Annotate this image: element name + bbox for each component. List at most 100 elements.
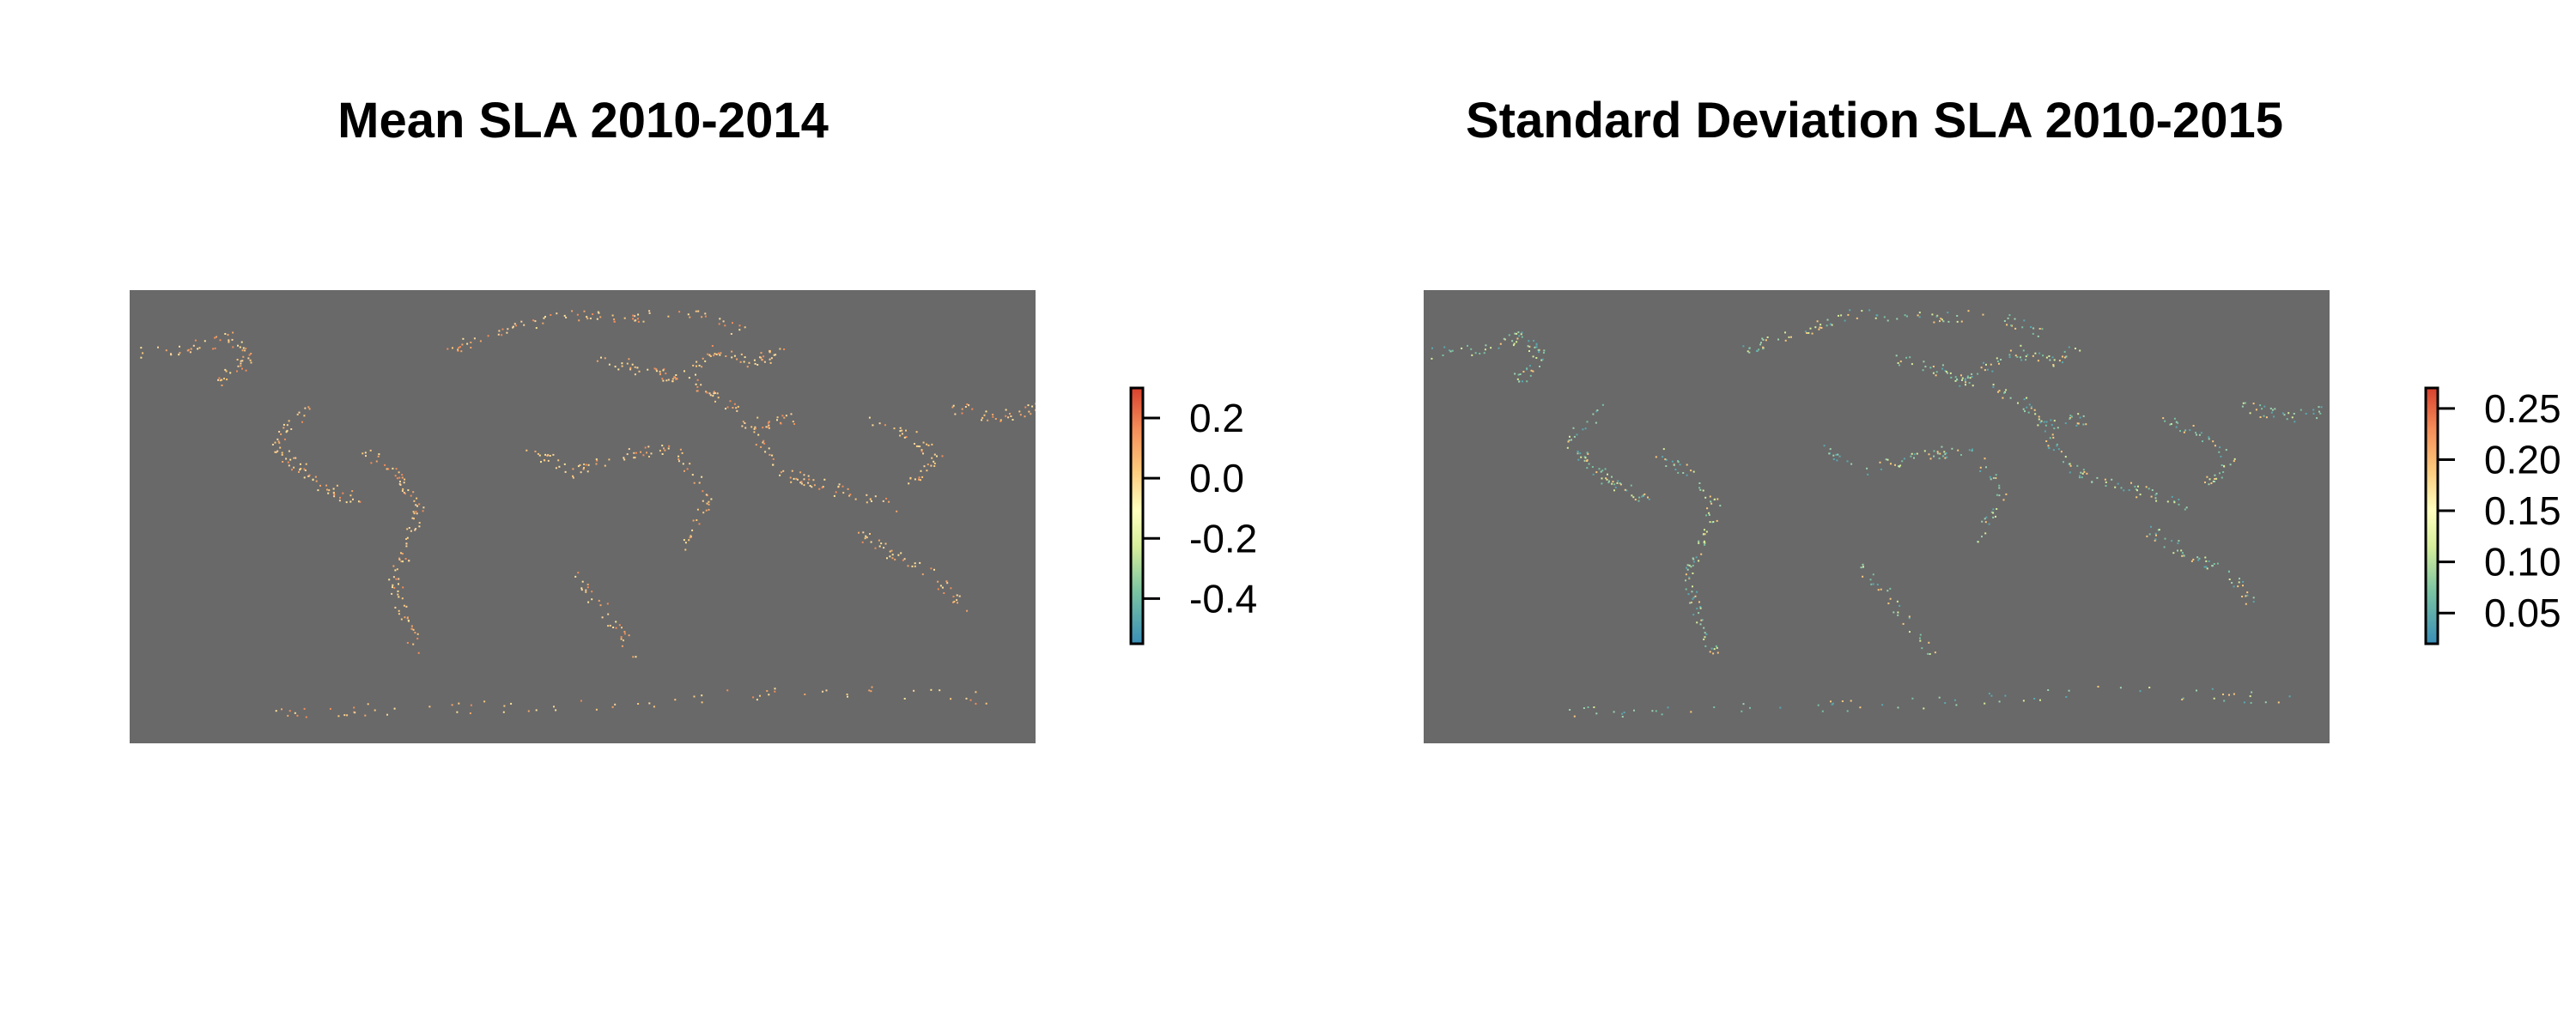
coast-pixel (1932, 372, 1935, 374)
coast-pixel (240, 362, 242, 365)
coast-pixel (870, 541, 872, 543)
coast-pixel (2020, 359, 2023, 361)
coast-pixel (237, 365, 240, 367)
coast-pixel (870, 690, 872, 693)
coast-pixel (1921, 647, 1923, 650)
coast-pixel (404, 493, 406, 495)
coast-pixel (2214, 474, 2216, 476)
coast-pixel (1748, 351, 1751, 354)
coast-pixel (1964, 378, 1966, 380)
coast-pixel (538, 454, 541, 457)
coast-pixel (1667, 706, 1669, 709)
coast-pixel (535, 709, 538, 712)
coast-pixel (1699, 606, 1702, 608)
coast-pixel (2163, 546, 2166, 548)
coast-pixel (242, 347, 245, 349)
coast-pixel (765, 426, 768, 428)
coast-pixel (730, 333, 732, 335)
coast-pixel (1899, 464, 1902, 467)
coast-pixel (736, 358, 738, 360)
coast-pixel (2069, 415, 2072, 417)
coast-pixel (918, 478, 920, 481)
coast-pixel (763, 360, 766, 363)
coast-pixel (1701, 619, 1704, 621)
coast-pixel (614, 703, 617, 706)
coast-pixel (1535, 342, 1538, 345)
coast-pixel (964, 406, 967, 408)
coast-pixel (299, 469, 301, 471)
coast-pixel (2211, 688, 2214, 690)
coast-pixel (580, 471, 582, 474)
coast-pixel (756, 699, 758, 701)
coast-pixel (2003, 320, 2006, 322)
coast-pixel (905, 429, 907, 432)
coast-pixel (653, 706, 655, 708)
coast-pixel (659, 370, 661, 373)
coast-pixel (696, 379, 699, 381)
coast-pixel (648, 456, 650, 457)
coast-pixel (781, 415, 784, 417)
coast-pixel (704, 312, 707, 315)
coast-pixel (2213, 563, 2215, 565)
coast-pixel (2139, 690, 2142, 693)
coast-pixel (2214, 481, 2215, 482)
coast-pixel (242, 355, 245, 358)
map-mean-sla (130, 290, 1036, 743)
coast-pixel (1540, 359, 1543, 361)
coast-pixel (2076, 464, 2079, 467)
coast-pixel (404, 558, 407, 560)
coast-pixel (1532, 370, 1534, 373)
coast-pixel (289, 710, 291, 712)
coast-pixel (2245, 595, 2247, 597)
coast-pixel (1919, 639, 1922, 642)
coast-pixel (327, 492, 330, 494)
coast-pixel (607, 613, 610, 615)
coast-pixel (312, 479, 314, 482)
coast-pixel (1939, 320, 1941, 323)
coast-pixel (1911, 697, 1914, 700)
coast-pixel (707, 353, 709, 355)
coast-pixel (926, 443, 928, 445)
coast-pixel (1682, 472, 1685, 474)
coast-pixel (308, 408, 311, 410)
coast-pixel (799, 471, 802, 474)
coast-pixel (1911, 452, 1913, 455)
coast-pixel (586, 470, 589, 473)
coast-pixel (2300, 409, 2302, 411)
coast-pixel (1956, 315, 1959, 317)
legend-mean-sla: 0.20.0-0.2-0.4 (1129, 386, 1257, 645)
coast-pixel (901, 433, 903, 435)
coast-pixel (2228, 579, 2231, 580)
coast-pixel (1655, 710, 1657, 712)
coast-pixel (586, 586, 589, 589)
coast-pixel (718, 323, 720, 325)
coast-pixel (1692, 573, 1694, 574)
coast-pixel (1514, 373, 1516, 375)
coast-pixel (1504, 338, 1506, 341)
coast-pixel (1809, 327, 1812, 330)
coast-pixel (2014, 327, 2017, 330)
coast-pixel (523, 324, 526, 326)
coast-pixel (585, 591, 587, 593)
coast-pixel (696, 385, 699, 388)
coast-pixel (1582, 428, 1584, 431)
coast-pixel (597, 311, 599, 313)
coast-pixel (1905, 356, 1908, 359)
coast-pixel (2027, 411, 2030, 414)
coast-pixel (903, 698, 906, 700)
coast-pixel (1522, 380, 1523, 383)
coast-pixel (691, 474, 694, 476)
coast-pixel (581, 580, 584, 583)
coast-pixel (2243, 701, 2245, 704)
coast-pixel (1634, 499, 1637, 500)
coast-pixel (1685, 579, 1686, 582)
coast-pixel (510, 702, 513, 705)
coast-pixel (2091, 481, 2093, 483)
coast-pixel (854, 498, 857, 500)
coast-pixel (398, 558, 401, 560)
coast-pixel (1896, 318, 1899, 320)
coast-pixel (1607, 473, 1608, 476)
coast-pixel (1957, 449, 1959, 451)
coast-pixel (2006, 324, 2008, 326)
coast-pixel (1612, 481, 1614, 483)
